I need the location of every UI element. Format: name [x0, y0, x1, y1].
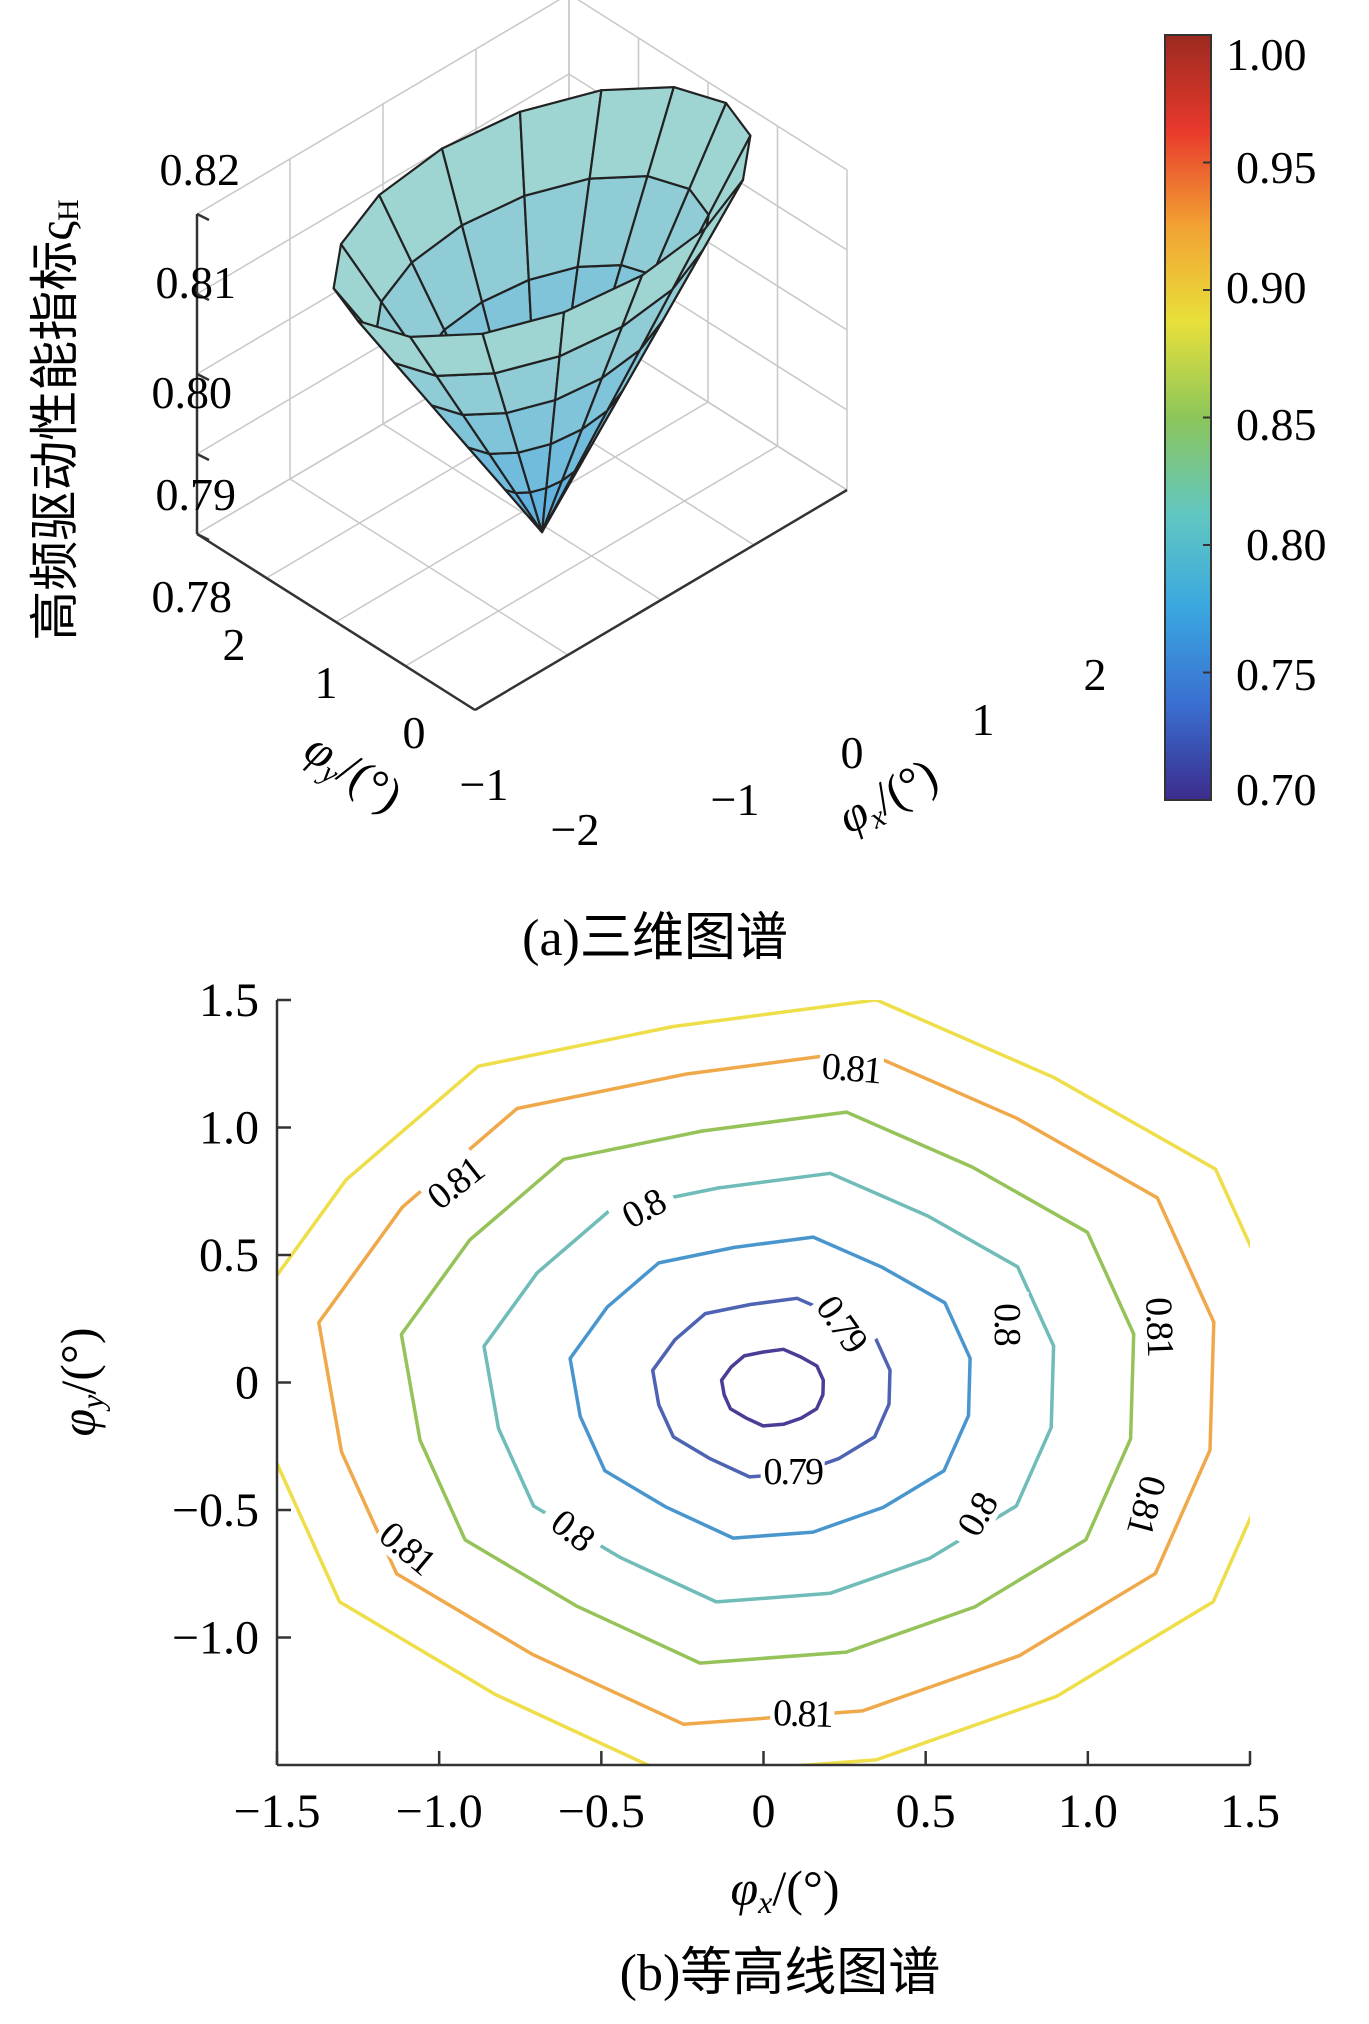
z-tick-label: 0.82	[160, 144, 241, 195]
caption-a: (a)三维图谱	[522, 910, 788, 967]
panel-contour: 0.810.810.810.810.810.810.80.80.80.80.79…	[50, 974, 1280, 2002]
x-tick-label: −1	[711, 774, 760, 825]
contour-label: 0.79	[763, 1451, 823, 1493]
x-tick-label: 0.5	[896, 1785, 956, 1838]
x-axis-line	[474, 488, 848, 712]
contour-label-bg	[370, 1510, 446, 1583]
contour-label-bg	[604, 1174, 681, 1241]
y-tick-label: 1.5	[199, 974, 259, 1027]
x-tick-labels: −1.5 −1.0 −0.5 0 0.5 1.0 1.5	[233, 1785, 1280, 1838]
contour-label-bg	[416, 1146, 492, 1218]
caption-b: (b)等高线图谱	[620, 1945, 941, 2002]
x-tick-label: 1.5	[1220, 1785, 1280, 1838]
y-tick-label: 1	[315, 657, 338, 708]
contour-label: 0.81	[820, 1045, 882, 1092]
y-axis-label-3d: φy/(°)	[293, 721, 412, 826]
colorbar-tick-label: 0.75	[1236, 649, 1317, 700]
z-tick	[196, 452, 210, 462]
z-tick-label: 0.79	[156, 469, 237, 520]
y-axis-label: φy/(°)	[50, 1327, 110, 1436]
z-tick-label: 0.78	[152, 571, 233, 622]
contour-label-bg	[808, 1285, 878, 1361]
colorbar-tick-label: 0.95	[1236, 142, 1317, 193]
colorbar: 1.00 0.95 0.90 0.85 0.80 0.75 0.70	[1164, 29, 1327, 815]
y-tick-label: 2	[223, 619, 246, 670]
y-tick-label: 0	[235, 1357, 259, 1410]
z-tick	[196, 372, 210, 382]
contour-label-bg	[817, 1044, 885, 1090]
contour-label: 0.81	[772, 1692, 832, 1736]
colorbar-tick-label: 1.00	[1226, 29, 1307, 80]
colorbar-ticks	[1203, 34, 1211, 801]
y-tick-label: 0.5	[199, 1229, 259, 1282]
x-tick-label: 0	[752, 1785, 776, 1838]
3d-axes	[195, 212, 848, 712]
contour-label-bg	[760, 1449, 825, 1490]
x-tick-label: 1.0	[1058, 1785, 1118, 1838]
x-tick-label: −1.5	[233, 1785, 320, 1838]
contour-line	[568, 1235, 972, 1540]
wall-gridline	[196, 0, 561, 215]
y-tick-label: 1.0	[199, 1102, 259, 1155]
contour-label-bg	[988, 1291, 1029, 1356]
contour-label: 0.8	[986, 1303, 1028, 1346]
y-tick-labels: 1.5 1.0 0.5 0 −0.5 −1.0	[172, 974, 259, 1665]
z-tick-label: 0.81	[156, 257, 237, 308]
contour-line	[399, 1110, 1136, 1665]
contour-line	[650, 1296, 892, 1479]
z-tick	[196, 212, 210, 222]
colorbar-tick-label: 0.90	[1226, 262, 1307, 313]
x-tick-label: 0	[841, 727, 864, 778]
contour-axes	[275, 998, 1252, 1767]
contour-line	[277, 1000, 1250, 1765]
contour-label-bg	[535, 1493, 611, 1565]
contour-label: 0.81	[419, 1149, 491, 1218]
y-axis-line	[196, 532, 476, 712]
x-tick-label: −1.0	[396, 1785, 483, 1838]
y-tick-label: 0	[403, 707, 426, 758]
panel-3d-surface: 0.82 0.81 0.80 0.79 0.78 2 1 0 −1 −2 −1 …	[27, 0, 1327, 967]
surface-face	[620, 227, 707, 328]
x-tick-label: −0.5	[558, 1785, 645, 1838]
surface-mesh	[332, 85, 752, 534]
y-tick-label: −1	[460, 759, 509, 810]
contour-line	[719, 1347, 826, 1428]
contour-label: 0.81	[371, 1513, 443, 1583]
colorbar-tick-label: 0.80	[1246, 519, 1327, 570]
contour-label-bg	[942, 1476, 1010, 1552]
colorbar-tick-label: 0.85	[1236, 399, 1317, 450]
contour-label-bg	[1120, 1469, 1176, 1542]
x-tick-label: 2	[1084, 649, 1107, 700]
contour-label-bg	[1140, 1293, 1183, 1360]
contour-labels: 0.810.810.810.810.810.810.80.80.80.80.79…	[370, 1044, 1183, 1736]
wall-gridline	[196, 73, 570, 295]
z-axis-label: 高频驱动性能指标ςH	[27, 199, 85, 640]
z-tick	[196, 532, 210, 542]
y-tick-label: −1.0	[172, 1612, 259, 1665]
floor-gridline	[382, 423, 662, 601]
x-tick-label: 1	[972, 694, 995, 745]
z-tick-label: 0.80	[152, 367, 233, 418]
z-tick	[196, 292, 210, 302]
contour-label: 0.81	[1118, 1471, 1174, 1538]
contour-label: 0.81	[1137, 1296, 1181, 1356]
contour-line	[317, 1049, 1216, 1727]
y-tick-label: −2	[551, 804, 600, 855]
colorbar-tick-label: 0.70	[1236, 764, 1317, 815]
wall-gridline	[577, 0, 848, 171]
contour-label: 0.79	[807, 1288, 876, 1361]
contour-lines	[277, 1000, 1250, 1765]
y-tick-label: −0.5	[172, 1484, 259, 1537]
contour-label-bg	[769, 1690, 836, 1734]
x-axis-label: φx/(°)	[730, 1860, 839, 1920]
